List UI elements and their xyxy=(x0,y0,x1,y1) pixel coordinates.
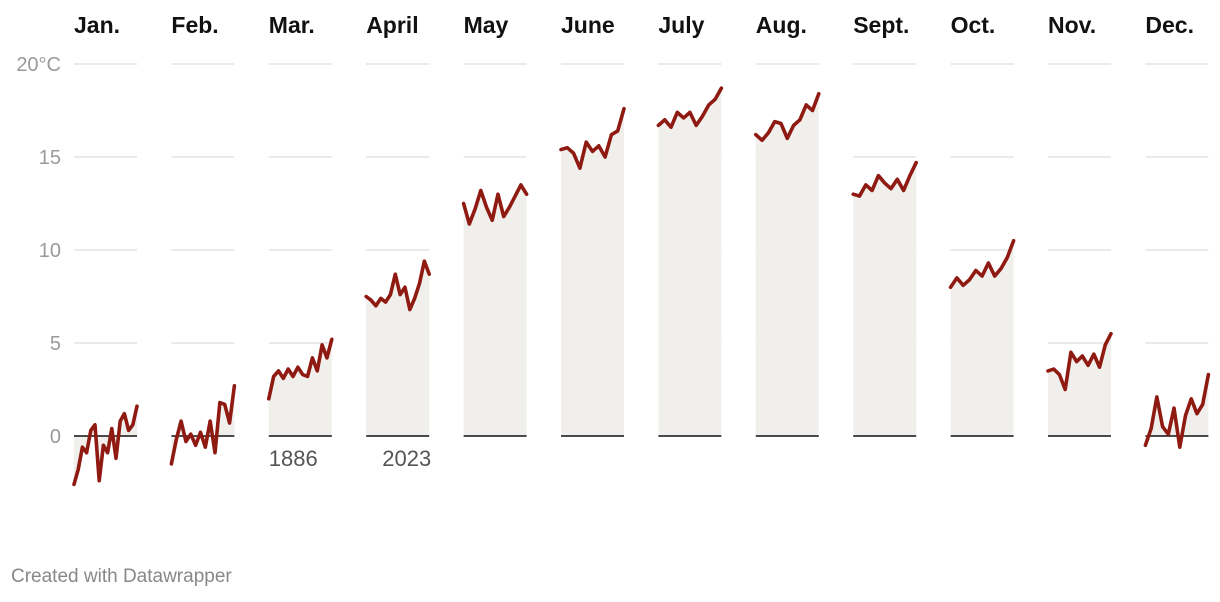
panel-area xyxy=(171,385,235,464)
month-label: Jan. xyxy=(74,12,120,38)
temperature-line xyxy=(169,383,237,466)
temperature-line xyxy=(851,160,918,198)
temperature-line xyxy=(364,259,431,312)
month-label: June xyxy=(561,12,615,38)
panel-area xyxy=(950,240,1014,436)
month-label: July xyxy=(658,12,704,38)
panel-area xyxy=(268,339,332,436)
y-tick-label: 20°C xyxy=(16,54,61,76)
month-label: Nov. xyxy=(1048,12,1096,38)
panel-area xyxy=(658,88,722,437)
chart-svg: 0 5 10 15 20°C Jan. Feb. Mar. April May June July Au… xyxy=(16,12,1211,487)
month-label: May xyxy=(464,12,509,38)
panel-area xyxy=(463,184,527,436)
panel-area xyxy=(1048,333,1111,436)
x-end-year-label: 2023 xyxy=(382,446,431,471)
panel-area xyxy=(755,93,819,436)
y-tick-label: 15 xyxy=(39,147,61,169)
temperature-line xyxy=(559,106,626,170)
month-label: Oct. xyxy=(951,12,996,38)
y-tick-label: 0 xyxy=(50,426,61,448)
month-label: Aug. xyxy=(756,12,807,38)
panel-area xyxy=(561,108,624,436)
temperature-line xyxy=(267,337,334,401)
month-label: Sept. xyxy=(853,12,909,38)
temperature-line xyxy=(656,86,724,130)
month-label: Feb. xyxy=(171,12,218,38)
temperature-line xyxy=(948,238,1016,289)
temperature-line xyxy=(72,404,139,487)
temperature-line xyxy=(754,91,821,143)
footer-credit: Created with Datawrapper xyxy=(11,566,232,587)
panel-area xyxy=(1145,374,1209,448)
temperature-line xyxy=(1046,331,1113,392)
month-label: Mar. xyxy=(269,12,315,38)
x-start-year-label: 1886 xyxy=(269,446,318,471)
temperature-line xyxy=(461,183,529,226)
temperature-line xyxy=(1143,372,1211,449)
y-tick-label: 5 xyxy=(50,333,61,355)
month-label: April xyxy=(366,12,418,38)
panel-area xyxy=(853,162,917,436)
y-tick-label: 10 xyxy=(39,240,61,262)
month-label: Dec. xyxy=(1145,12,1194,38)
panel-area xyxy=(74,406,137,485)
